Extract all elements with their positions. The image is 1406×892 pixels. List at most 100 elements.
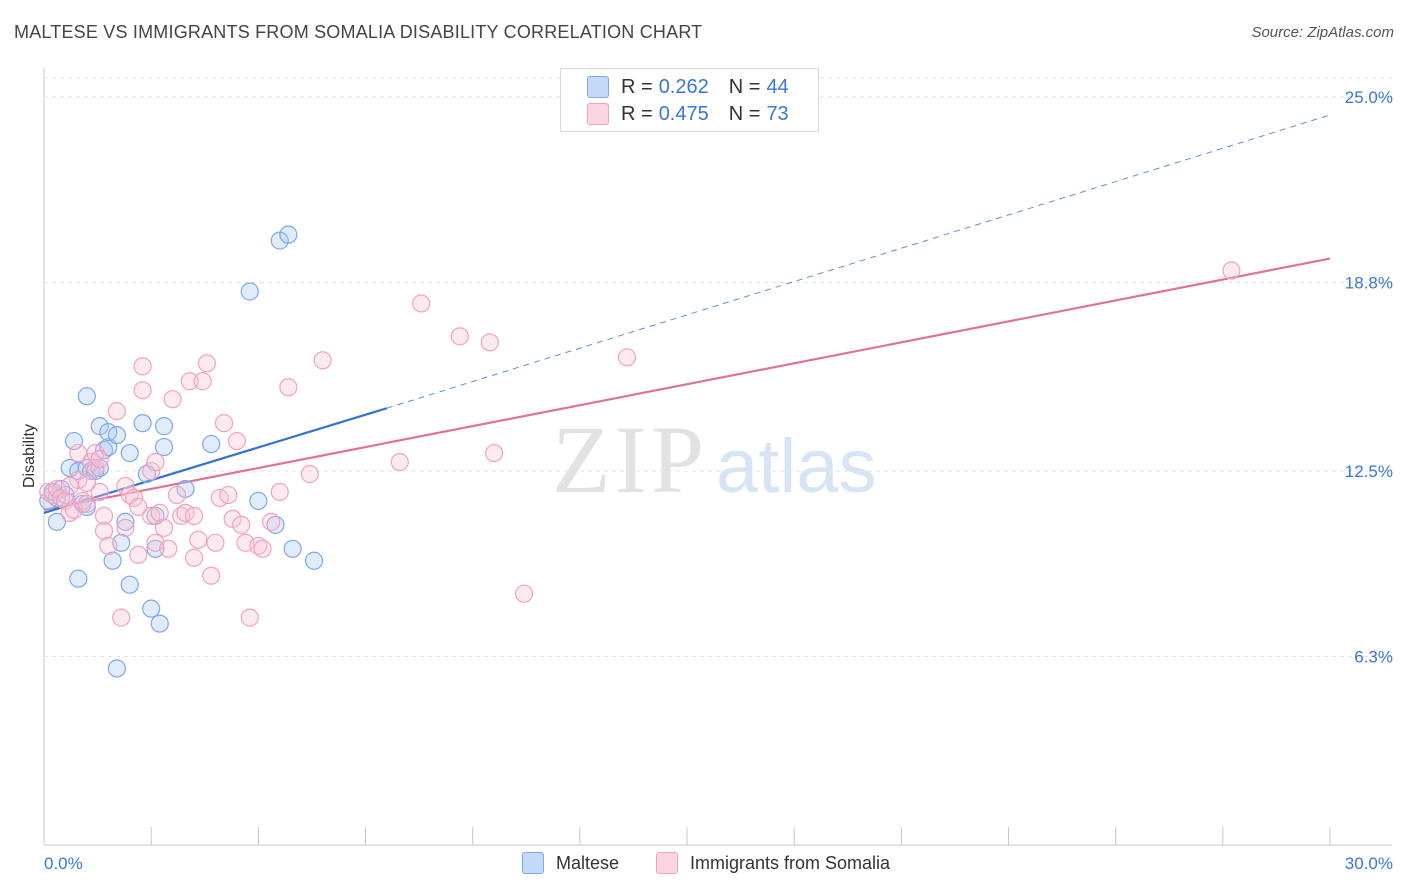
point-maltese	[283, 539, 302, 558]
trend-line-somalia	[43, 257, 1331, 511]
legend-swatch-maltese	[587, 76, 609, 98]
point-somalia	[142, 461, 161, 481]
point-somalia	[107, 402, 126, 421]
watermark-zip: ZIP	[552, 406, 708, 513]
point-maltese	[202, 434, 221, 454]
point-somalia	[184, 548, 204, 567]
point-somalia	[124, 488, 144, 508]
y-tick-label: 18.8%	[1345, 274, 1393, 293]
point-maltese	[120, 443, 139, 463]
point-somalia	[94, 521, 114, 540]
point-somalia	[133, 357, 152, 376]
point-somalia	[617, 348, 637, 367]
point-somalia	[180, 372, 199, 391]
point-somalia	[485, 443, 504, 463]
point-somalia	[90, 449, 109, 469]
series-legend-somalia[interactable]: Immigrants from Somalia	[656, 852, 890, 874]
point-somalia	[219, 485, 238, 505]
y-tick-label: 12.5%	[1345, 462, 1393, 481]
point-maltese	[146, 539, 165, 558]
point-somalia	[232, 515, 251, 534]
watermark-atlas: atlas	[716, 424, 877, 509]
point-somalia	[77, 494, 96, 514]
point-maltese	[154, 417, 174, 436]
series-legend: Maltese Immigrants from Somalia	[0, 852, 1406, 878]
point-maltese	[150, 614, 169, 633]
point-somalia	[90, 482, 109, 502]
point-somalia	[94, 506, 114, 525]
point-somalia	[146, 452, 165, 472]
point-maltese	[249, 491, 268, 511]
point-somalia	[227, 431, 246, 451]
legend-r-value: 0.262	[658, 75, 709, 98]
point-somalia	[202, 566, 221, 585]
series-label-maltese: Maltese	[556, 852, 620, 873]
point-maltese	[116, 512, 135, 531]
legend-r-label: R =	[621, 102, 653, 125]
trend-line-maltese-extension	[386, 114, 1331, 409]
point-somalia	[77, 473, 96, 493]
series-swatch-maltese	[522, 852, 544, 874]
point-somalia	[116, 518, 135, 537]
point-somalia	[189, 530, 208, 549]
point-maltese	[279, 225, 298, 244]
point-somalia	[240, 608, 259, 627]
chart-title: MALTESE VS IMMIGRANTS FROM SOMALIA DISAB…	[14, 22, 703, 42]
point-somalia	[480, 333, 499, 352]
legend-n-label: N =	[728, 75, 761, 98]
legend-row-somalia: R = 0.475 N = 73	[587, 101, 789, 127]
point-somalia	[86, 458, 105, 478]
point-somalia	[262, 512, 281, 531]
y-tick-label: 6.3%	[1354, 648, 1393, 667]
point-maltese	[107, 425, 126, 445]
point-somalia	[129, 497, 148, 517]
series-swatch-somalia	[656, 852, 678, 874]
legend-n-value: 44	[766, 75, 789, 98]
point-somalia	[163, 390, 182, 409]
point-somalia	[300, 464, 319, 484]
point-maltese	[103, 551, 122, 570]
point-maltese	[133, 414, 152, 433]
series-label-somalia: Immigrants from Somalia	[690, 852, 891, 873]
legend-swatch-somalia	[587, 103, 609, 125]
point-somalia	[133, 381, 152, 400]
point-somalia	[184, 506, 204, 525]
point-somalia	[253, 539, 272, 558]
point-somalia	[159, 539, 178, 558]
point-somalia	[206, 533, 225, 552]
y-tick-label: 25.0%	[1345, 88, 1393, 107]
point-somalia	[450, 327, 469, 346]
point-maltese	[77, 387, 96, 406]
point-somalia	[129, 545, 148, 564]
stats-legend: R = 0.262 N = 44 R = 0.475 N = 73	[560, 68, 819, 132]
point-somalia	[150, 503, 169, 522]
point-somalia	[167, 485, 186, 505]
source-label: Source: ZipAtlas.com	[1251, 24, 1394, 41]
point-maltese	[69, 569, 88, 588]
point-maltese	[64, 431, 84, 451]
point-somalia	[193, 372, 212, 391]
point-somalia	[99, 536, 118, 555]
x-tick-label: 30.0%	[1345, 854, 1393, 873]
x-tick-label: 0.0%	[44, 854, 83, 873]
series-legend-maltese[interactable]: Maltese	[522, 852, 619, 874]
point-somalia	[279, 378, 298, 397]
point-maltese	[107, 659, 126, 678]
point-maltese	[47, 512, 66, 531]
trend-line-maltese	[43, 407, 388, 514]
legend-r-value: 0.475	[658, 102, 709, 125]
point-somalia	[154, 518, 174, 537]
legend-row-maltese: R = 0.262 N = 44	[587, 74, 789, 100]
legend-r-label: R =	[621, 75, 653, 98]
point-somalia	[412, 294, 431, 313]
point-somalia	[270, 482, 289, 502]
point-maltese	[240, 282, 259, 301]
point-somalia	[197, 354, 216, 373]
point-somalia	[390, 452, 409, 472]
point-maltese	[142, 599, 161, 618]
legend-n-value: 73	[766, 102, 789, 125]
legend-n-label: N =	[728, 102, 761, 125]
point-somalia	[313, 351, 332, 370]
point-somalia	[112, 608, 131, 627]
